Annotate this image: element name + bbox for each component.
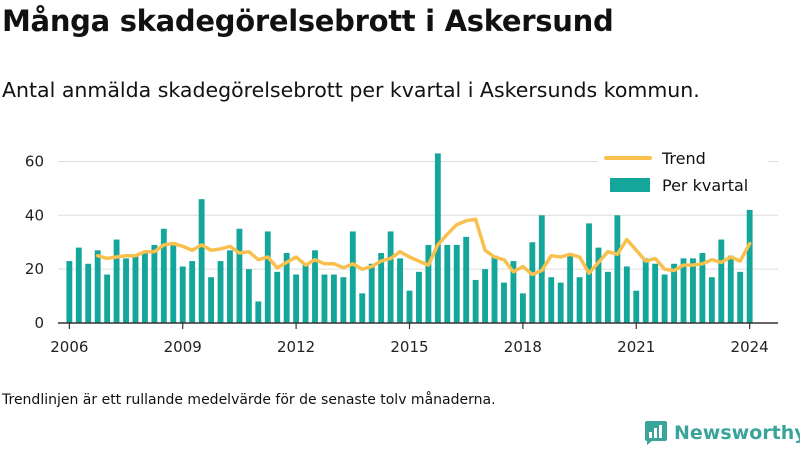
bar (529, 242, 536, 323)
bar (255, 301, 262, 323)
bar (434, 153, 441, 323)
bar (123, 258, 129, 323)
bar (491, 255, 498, 323)
bar (245, 269, 252, 323)
bar (387, 231, 394, 323)
bar (633, 290, 640, 323)
bar (425, 244, 432, 323)
x-tick-label: 2006 (50, 338, 88, 356)
bar (510, 261, 517, 323)
bar (472, 279, 479, 323)
bar (104, 274, 111, 323)
bar (482, 269, 489, 323)
brand-logo: Newsworthy (644, 420, 800, 446)
bar (699, 253, 706, 323)
bar (349, 231, 356, 323)
bar (217, 261, 224, 323)
bar (227, 250, 233, 323)
bar (746, 209, 753, 323)
y-axis-ticks: 0 20 40 60 (25, 152, 44, 332)
bar (680, 258, 687, 323)
bar (623, 266, 630, 323)
bar (604, 271, 611, 323)
legend-bar-swatch (610, 178, 650, 192)
bar (94, 250, 101, 323)
bar (160, 228, 167, 323)
x-tick-label: 2015 (390, 338, 428, 356)
bar (406, 290, 413, 323)
brand-name: Newsworthy (674, 422, 800, 444)
legend-trend-label: Trend (661, 149, 706, 168)
footnote: Trendlinjen är ett rullande medelvärde f… (2, 392, 496, 408)
legend: Trend Per kvartal (598, 146, 768, 202)
bar (416, 271, 422, 323)
bar (236, 228, 243, 323)
bar (113, 239, 120, 323)
bar (189, 261, 196, 323)
bar (727, 255, 734, 323)
bar (293, 274, 300, 323)
bar (170, 242, 177, 323)
bar (567, 255, 574, 323)
bar (283, 253, 290, 323)
chart-subtitle: Antal anmälda skadegörelsebrott per kvar… (2, 78, 700, 102)
bar (642, 258, 649, 323)
trend-line (95, 217, 752, 277)
bar (737, 271, 744, 323)
bar (463, 236, 470, 323)
chart-canvas: 0 20 40 60 2006 2009 2012 2015 2018 2021 2024 Tre… (25, 146, 778, 356)
bar (557, 282, 564, 323)
y-tick-label: 40 (25, 206, 44, 224)
bar (198, 199, 205, 323)
bar (264, 231, 271, 323)
x-tick-label: 2012 (277, 338, 315, 356)
bar (444, 244, 451, 323)
bar (397, 258, 403, 323)
bar (453, 244, 460, 323)
bar (151, 244, 158, 323)
bar (595, 247, 602, 323)
bar (142, 253, 148, 323)
bar (614, 215, 621, 323)
bar (208, 277, 214, 323)
bar (340, 277, 347, 323)
bar (652, 263, 659, 323)
bar (718, 239, 725, 323)
bar (274, 271, 281, 323)
x-tick-label: 2024 (731, 338, 769, 356)
bar (661, 274, 668, 323)
bar (302, 263, 309, 323)
x-tick-label: 2021 (617, 338, 655, 356)
bar (330, 274, 337, 323)
chart-title: Många skadegörelsebrott i Askersund (2, 4, 614, 38)
x-axis-ticks: 2006 2009 2012 2015 2018 2021 2024 (50, 323, 769, 356)
bar (378, 253, 385, 323)
bar (368, 263, 375, 323)
bar (75, 247, 82, 323)
bar (548, 277, 555, 323)
bar (321, 274, 328, 323)
y-tick-label: 60 (25, 152, 44, 170)
bar (690, 258, 696, 323)
bar (66, 261, 73, 323)
x-tick-label: 2009 (164, 338, 202, 356)
bar (501, 282, 507, 323)
bar (85, 263, 92, 323)
bar (576, 277, 583, 323)
bar-series (66, 153, 753, 323)
bar (132, 255, 139, 323)
trend-series (95, 217, 752, 277)
bar (179, 266, 186, 323)
bar (519, 293, 526, 323)
bar (708, 277, 715, 323)
bar (359, 293, 366, 323)
y-tick-label: 20 (25, 260, 44, 278)
y-tick-label: 0 (34, 314, 44, 332)
bar (671, 263, 677, 323)
x-tick-label: 2018 (504, 338, 542, 356)
legend-bar-label: Per kvartal (662, 176, 748, 195)
legend-background (598, 146, 768, 202)
bar-chart-speech-bubble-icon (645, 421, 667, 445)
bar (312, 250, 318, 323)
